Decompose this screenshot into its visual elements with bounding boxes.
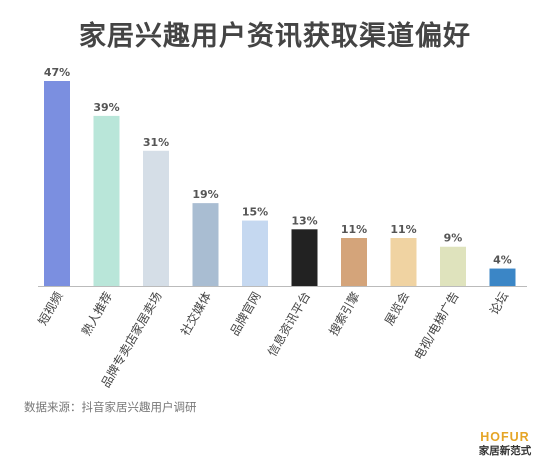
data-label: 4% [493,254,512,267]
bar [143,150,169,286]
category-label: 品牌官网 [227,289,264,338]
data-label: 9% [444,232,463,245]
category-label: 电视/电梯广告 [411,289,462,362]
category-label: 熟人推荐 [78,289,115,338]
brand-logo: HOFUR 家居新范式 [468,431,542,456]
chart-title: 家居兴趣用户资讯获取渠道偏好 [79,21,471,52]
category-label: 短视频 [35,289,66,328]
data-label: 39% [93,101,119,114]
category-label: 社交媒体 [177,289,214,338]
bar [291,229,318,286]
data-label: 15% [242,206,268,219]
category-label: 搜索引擎 [326,289,363,338]
logo-text-cn: 家居新范式 [478,444,532,457]
bar [489,268,516,286]
category-label: 展览会 [381,289,412,328]
data-label: 47% [44,66,70,79]
data-label: 19% [192,188,218,201]
data-source-note: 数据来源：抖音家居兴趣用户调研 [24,400,197,414]
data-label: 11% [341,223,367,236]
bar [390,238,417,286]
bar [44,81,70,286]
data-label: 13% [291,214,317,227]
bar [192,203,219,286]
data-label: 11% [390,223,416,236]
data-label: 31% [143,136,169,149]
bar [440,246,466,286]
bar [93,115,120,286]
category-label: 信息资讯平台 [264,289,313,359]
bar [242,220,268,286]
category-label: 论坛 [487,290,511,318]
bar [341,238,367,286]
logo-text-en: HOFUR [480,430,530,444]
